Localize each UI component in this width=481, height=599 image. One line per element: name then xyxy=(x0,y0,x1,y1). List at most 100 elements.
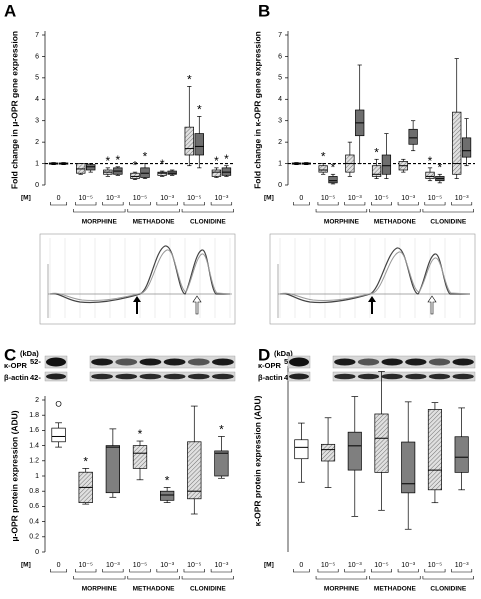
blot-band xyxy=(452,373,474,380)
significance-star: * xyxy=(187,73,192,87)
x-tick-label: 10⁻³ xyxy=(215,195,229,202)
bracket xyxy=(181,576,234,580)
bracket xyxy=(50,569,68,573)
bracket xyxy=(210,569,233,573)
x-tick-label: 10⁻⁵ xyxy=(374,562,388,569)
box xyxy=(371,165,382,177)
bracket xyxy=(424,569,446,573)
blot-band xyxy=(428,373,451,380)
blot-band xyxy=(46,373,66,380)
blot-band xyxy=(428,358,451,366)
x-tick-label: 10⁻⁵ xyxy=(187,562,201,569)
x-tick-label: 0 xyxy=(299,562,303,569)
blot-band xyxy=(212,358,234,366)
box xyxy=(408,128,418,145)
bracket xyxy=(156,569,178,573)
significance-star: * xyxy=(331,160,336,174)
x-tick-label: 10⁻⁵ xyxy=(79,195,93,202)
y-tick-label: 3 xyxy=(35,118,39,125)
y-tick-label: 1.6 xyxy=(29,427,39,434)
bracket xyxy=(75,202,97,206)
x-tick-label: 10⁻⁵ xyxy=(321,562,335,569)
box xyxy=(194,133,204,156)
y-axis-label: κ-OPR protein expression (ADU) xyxy=(252,395,262,526)
significance-star: * xyxy=(83,455,88,469)
blot-label: κ-OPR xyxy=(258,361,282,370)
blot-strip xyxy=(89,371,236,382)
blot-kda: (kDa) xyxy=(20,349,39,358)
box xyxy=(425,171,435,179)
bracket xyxy=(183,569,205,573)
box xyxy=(132,445,148,469)
y-tick-label: 4 xyxy=(278,96,282,103)
y-tick-label: 1 xyxy=(35,160,39,167)
bracket xyxy=(75,569,97,573)
blot-band xyxy=(289,357,309,367)
box xyxy=(454,436,469,473)
panel-letter: D xyxy=(258,345,270,364)
x-tick-label: 10⁻⁵ xyxy=(133,562,147,569)
group-label: MORPHINE xyxy=(324,219,360,226)
x-tick-label: 10⁻³ xyxy=(455,195,469,202)
blot-band xyxy=(46,357,66,367)
x-tick-label: 0 xyxy=(57,195,61,202)
bracket xyxy=(315,209,368,213)
significance-star: * xyxy=(438,160,443,174)
blot-band xyxy=(452,358,474,366)
group-label: MORPHINE xyxy=(324,586,360,593)
unit-label: [M] xyxy=(264,195,274,202)
group-label: METHADONE xyxy=(133,219,176,226)
panel-letter: A xyxy=(4,1,16,20)
bracket xyxy=(50,202,68,206)
box xyxy=(130,172,140,179)
box xyxy=(318,165,328,173)
blot-band xyxy=(212,373,234,380)
blot-band xyxy=(187,373,210,380)
bracket xyxy=(371,202,392,206)
y-tick-label: 3 xyxy=(278,118,282,125)
blot-band xyxy=(91,373,113,380)
blot-band xyxy=(91,358,113,366)
significance-star: * xyxy=(106,154,111,168)
y-tick-label: 7 xyxy=(278,32,282,39)
y-axis-label: Fold change in μ-OPR gene expression xyxy=(9,31,19,189)
significance-star: * xyxy=(219,423,224,437)
unit-label: [M] xyxy=(264,562,274,569)
significance-star: * xyxy=(224,152,229,166)
bracket xyxy=(397,569,419,573)
significance-star: * xyxy=(428,154,433,168)
y-tick-label: 2 xyxy=(278,139,282,146)
box xyxy=(294,439,309,460)
blot-band xyxy=(381,358,403,366)
bracket xyxy=(129,569,151,573)
blot-band xyxy=(139,358,162,366)
box xyxy=(381,154,392,175)
box xyxy=(76,163,86,174)
bracket xyxy=(397,202,419,206)
bracket xyxy=(424,202,446,206)
group-label: METHADONE xyxy=(133,586,176,593)
group-label: METHADONE xyxy=(374,586,417,593)
bracket xyxy=(317,202,339,206)
panel-letter: B xyxy=(258,1,270,20)
box xyxy=(374,413,389,473)
x-tick-label: 10⁻³ xyxy=(160,562,174,569)
blot-band xyxy=(139,373,162,380)
box xyxy=(187,441,202,500)
y-tick-label: 6 xyxy=(35,53,39,60)
box xyxy=(328,176,338,184)
bracket xyxy=(181,209,234,213)
melt-curve-b xyxy=(269,233,476,325)
blot-band xyxy=(405,358,427,366)
blot-size: 42- xyxy=(30,373,41,382)
blot-band xyxy=(357,358,380,366)
y-tick-label: 0 xyxy=(35,549,39,556)
x-tick-label: 10⁻⁵ xyxy=(133,195,147,202)
bracket xyxy=(344,202,366,206)
bracket xyxy=(422,209,474,213)
significance-star: * xyxy=(197,103,202,117)
group-label: METHADONE xyxy=(374,219,417,226)
blot-band xyxy=(163,358,186,366)
bracket xyxy=(127,209,180,213)
bracket xyxy=(293,202,310,206)
